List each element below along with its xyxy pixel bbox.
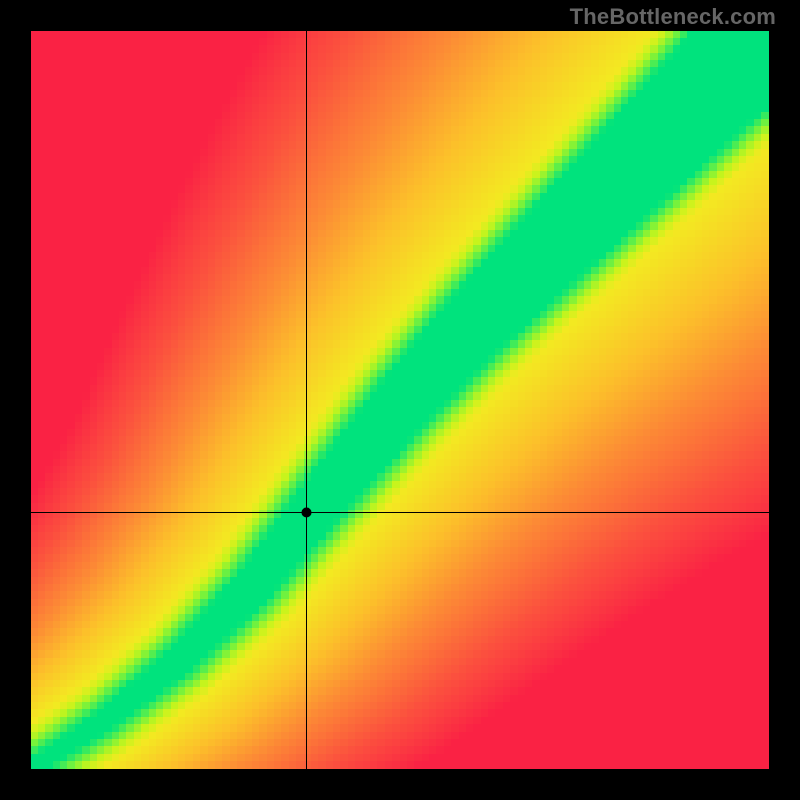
watermark-text: TheBottleneck.com xyxy=(570,4,776,30)
chart-frame: TheBottleneck.com xyxy=(0,0,800,800)
bottleneck-heatmap xyxy=(31,31,769,769)
